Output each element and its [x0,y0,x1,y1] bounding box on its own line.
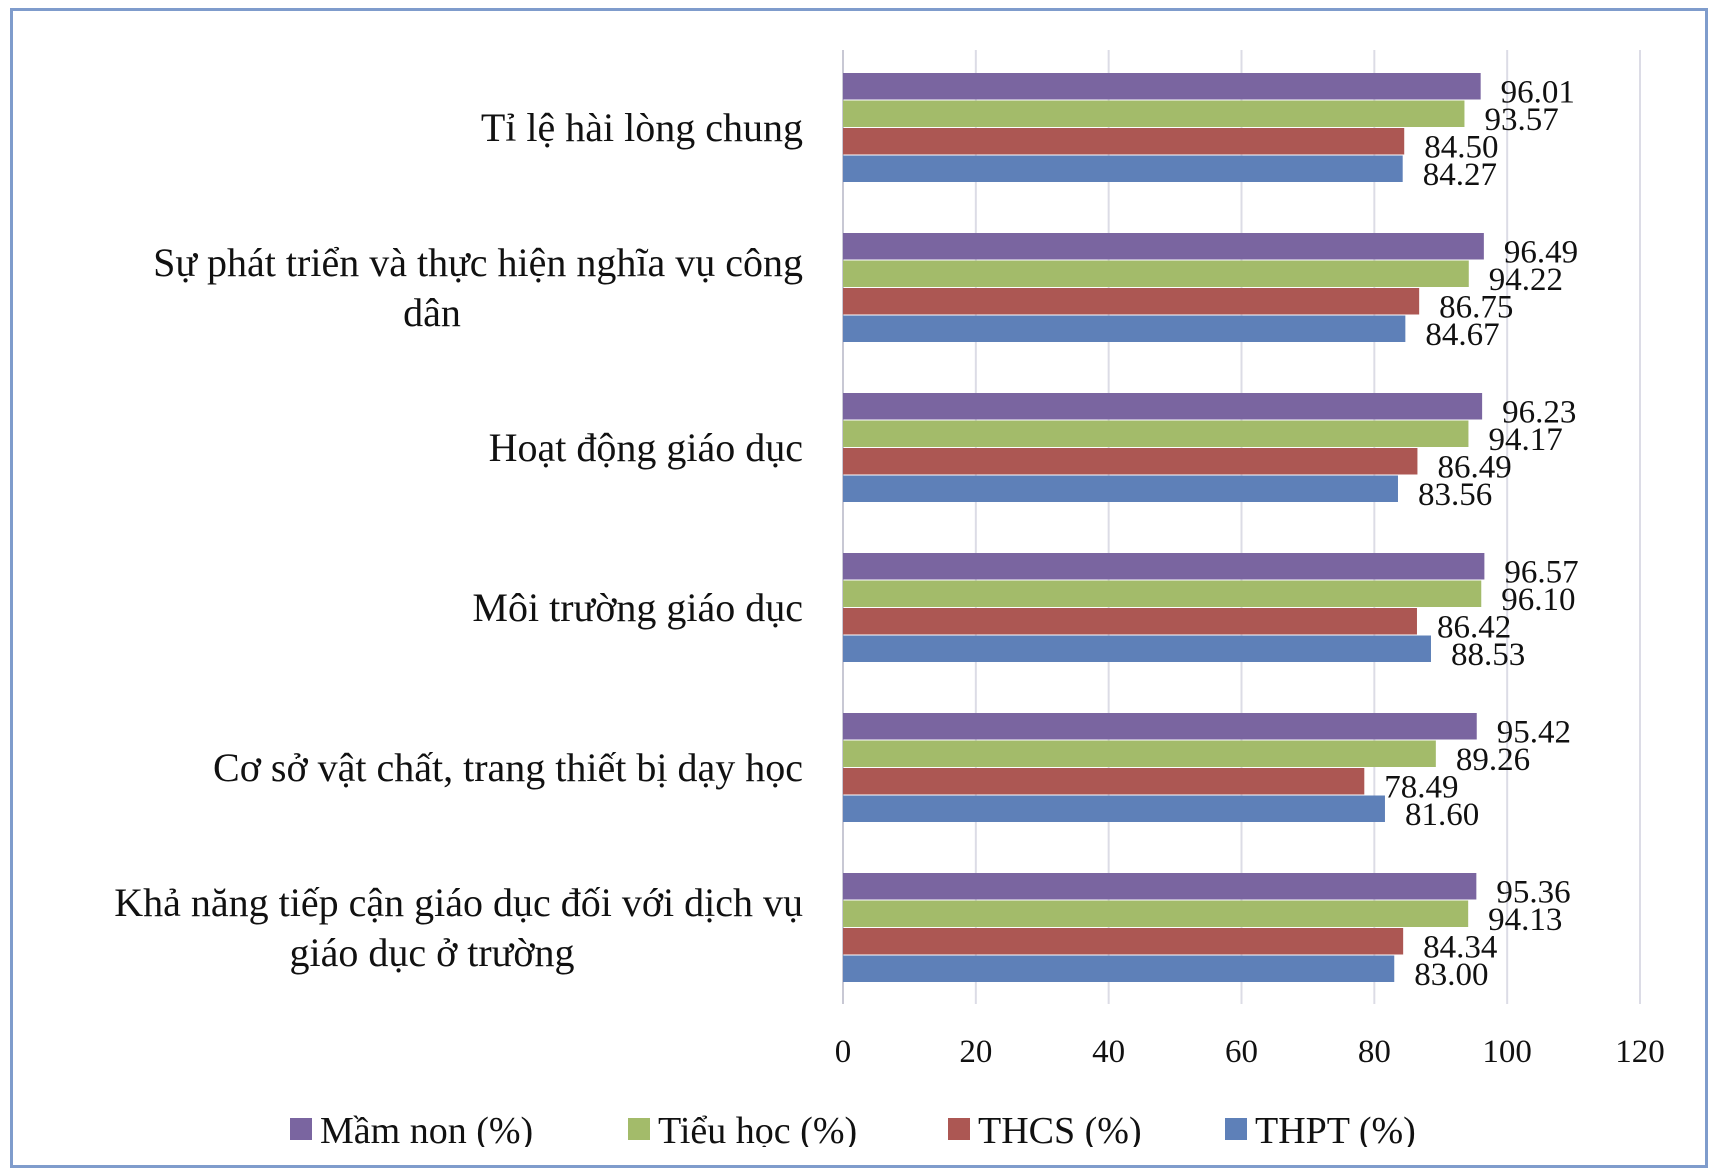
data-label: 96.01 [1501,75,1575,111]
data-label: 95.36 [1496,875,1570,911]
category-label: Tỉ lệ hài lòng chung [481,105,803,150]
bar-tiuhc [843,420,1469,447]
data-label: 96.49 [1504,235,1578,271]
x-tick-label: 120 [1615,1034,1665,1070]
data-label: 94.22 [1489,262,1563,298]
bar-thcs [843,128,1405,155]
data-label: 96.57 [1504,555,1578,591]
category-label: Môi trường giáo dục [472,585,803,630]
data-label: 86.42 [1437,610,1511,646]
category-label: Khả năng tiếp cận giáo dục đối với dịch … [114,880,803,925]
bar-mmnon [843,873,1477,900]
legend-label: Tiểu học (%) [658,1110,857,1147]
legend-label: Mầm non (%) [320,1110,533,1147]
x-tick-label: 40 [1092,1034,1125,1070]
data-label: 84.27 [1423,157,1497,193]
bar-thcs [843,608,1417,635]
bar-mmnon [843,233,1484,260]
data-label: 86.75 [1439,290,1513,326]
category-label: giáo dục ở trường [289,930,574,975]
bar-thpt [843,635,1431,662]
bar-tiuhc [843,580,1482,607]
data-label: 96.23 [1502,395,1576,431]
legend-swatch [1225,1118,1247,1140]
bar-thcs [843,928,1404,955]
bar-mmnon [843,713,1477,740]
bar-thcs [843,768,1365,795]
category-label: Hoạt động giáo dục [489,425,803,470]
data-label: 83.00 [1414,957,1488,993]
x-tick-label: 20 [959,1034,992,1070]
bar-tiuhc [843,260,1469,287]
legend-swatch [290,1118,312,1140]
x-tick-label: 100 [1482,1034,1532,1070]
category-label: dân [403,290,461,335]
data-label: 93.57 [1484,102,1558,138]
data-label: 95.42 [1497,715,1571,751]
data-label: 89.26 [1456,742,1530,778]
x-tick-label: 0 [835,1034,852,1070]
bar-thpt [843,315,1406,342]
data-label: 86.49 [1437,450,1511,486]
bar-thpt [843,155,1403,182]
legend-label: THCS (%) [978,1110,1142,1147]
legend-swatch [628,1118,650,1140]
bar-mmnon [843,73,1481,100]
data-label: 81.60 [1405,797,1479,833]
bar-tiuhc [843,740,1436,767]
bar-tiuhc [843,100,1465,127]
category-label: Sự phát triển và thực hiện nghĩa vụ công [153,240,803,285]
x-tick-label: 60 [1225,1034,1258,1070]
bar-mmnon [843,553,1485,580]
category-label: Cơ sở vật chất, trang thiết bị dạy học [213,745,803,790]
x-tick-label: 80 [1358,1034,1391,1070]
data-label: 88.53 [1451,637,1525,673]
bar-mmnon [843,393,1483,420]
data-label: 94.17 [1488,422,1562,458]
data-label: 94.13 [1488,902,1562,938]
data-label: 84.34 [1423,930,1497,966]
data-label: 84.50 [1424,130,1498,166]
data-label: 84.67 [1425,317,1499,353]
bar-thpt [843,955,1395,982]
data-label: 83.56 [1418,477,1492,513]
bar-tiuhc [843,900,1469,927]
bar-thcs [843,448,1418,475]
data-label: 96.10 [1501,582,1575,618]
legend-swatch [948,1118,970,1140]
bar-thpt [843,795,1385,822]
bar-thcs [843,288,1420,315]
legend-label: THPT (%) [1255,1110,1416,1147]
data-label: 78.49 [1384,770,1458,806]
bar-thpt [843,475,1398,502]
